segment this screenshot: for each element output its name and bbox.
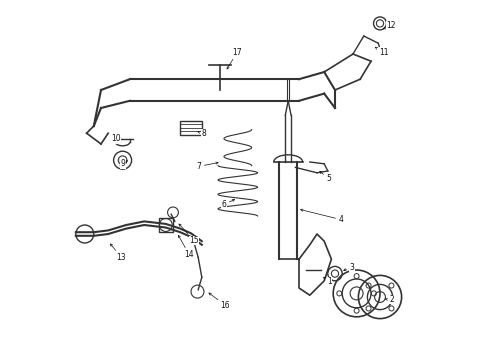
- Text: 15: 15: [179, 224, 199, 245]
- Text: 13: 13: [110, 244, 126, 262]
- Bar: [180, 121, 202, 135]
- Text: 1: 1: [323, 277, 332, 286]
- Text: 12: 12: [383, 22, 396, 31]
- Text: 17: 17: [227, 48, 242, 69]
- Text: 9: 9: [121, 159, 127, 168]
- Text: 5: 5: [320, 171, 331, 183]
- Text: 10: 10: [111, 135, 121, 144]
- Text: 14: 14: [178, 235, 194, 259]
- Text: 16: 16: [209, 293, 230, 310]
- Bar: [159, 218, 173, 232]
- Text: 7: 7: [196, 162, 218, 171]
- Text: 11: 11: [375, 47, 389, 57]
- Text: 4: 4: [301, 209, 343, 224]
- Text: 6: 6: [221, 199, 235, 209]
- Text: 3: 3: [343, 263, 354, 272]
- Text: 2: 2: [385, 295, 394, 304]
- Text: 8: 8: [198, 130, 207, 139]
